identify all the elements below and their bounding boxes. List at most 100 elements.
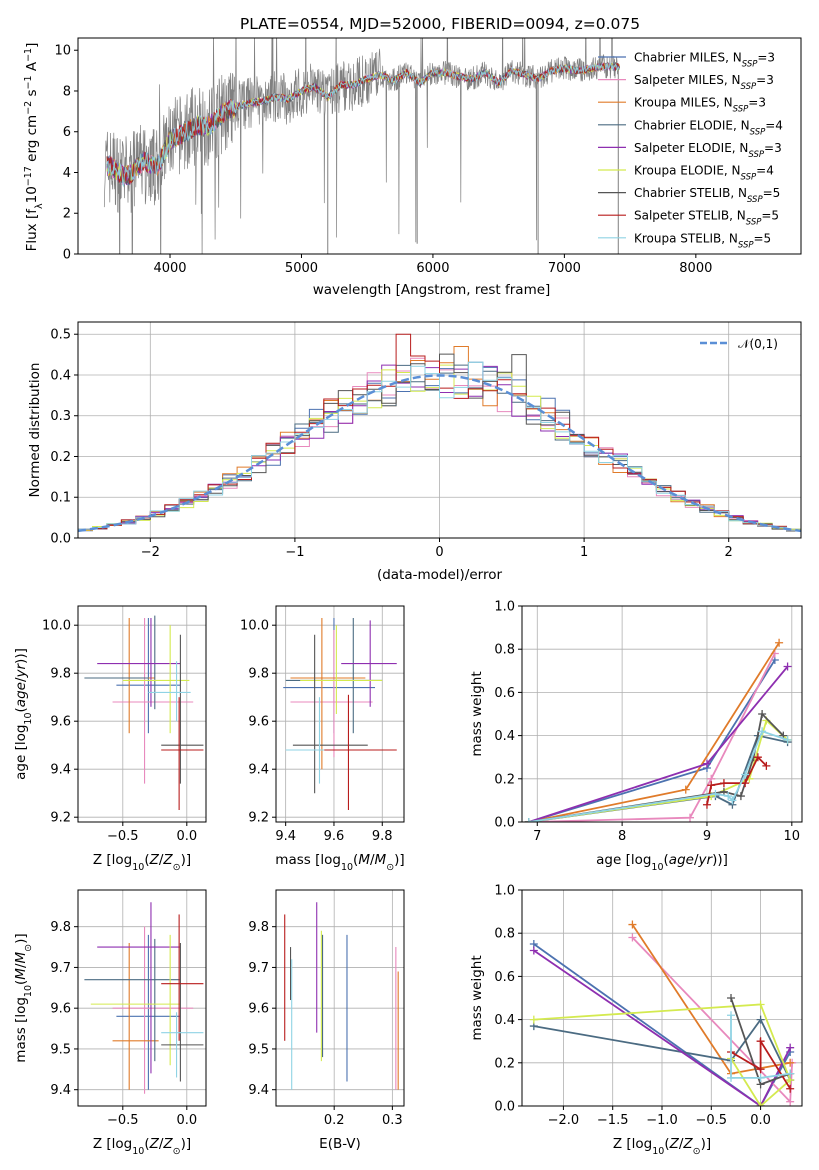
plot-area bbox=[78, 333, 801, 533]
legend-label: Kroupa ELODIE, NSSP=4 bbox=[634, 164, 774, 183]
legend-label: 𝒩(0,1) bbox=[738, 337, 778, 351]
legend-label: Salpeter MILES, NSSP=3 bbox=[634, 73, 774, 92]
y-tick-label: 0.6 bbox=[494, 970, 515, 985]
y-tick-label: 9.8 bbox=[248, 920, 269, 935]
x-tick-label: 7000 bbox=[548, 261, 581, 276]
mass-weight-marker bbox=[758, 727, 767, 736]
x-tick-label: 6000 bbox=[416, 261, 449, 276]
y-tick-label: 1.0 bbox=[494, 600, 515, 615]
x-axis-label: mass [log10(M/M⊙)] bbox=[275, 852, 404, 873]
x-tick-label: 7 bbox=[533, 829, 541, 844]
x-axis-label: Z [log10(Z/Z⊙)] bbox=[93, 1136, 191, 1157]
plot-area bbox=[284, 902, 399, 1090]
x-tick-label: 10 bbox=[784, 829, 801, 844]
x-tick-label: 0 bbox=[435, 545, 443, 560]
y-tick-label: 9.4 bbox=[248, 763, 269, 778]
y-tick-label: 9.6 bbox=[248, 715, 269, 730]
x-tick-label: −1.5 bbox=[597, 1113, 629, 1128]
x-tick-label: 8000 bbox=[679, 261, 712, 276]
y-tick-label: 4 bbox=[63, 166, 71, 181]
mass-weight-marker bbox=[756, 1102, 765, 1106]
mass-weight-marker bbox=[783, 735, 792, 744]
x-tick-label: 9.8 bbox=[372, 829, 393, 844]
plot-area bbox=[84, 615, 204, 810]
normal-distribution-curve bbox=[78, 374, 801, 533]
y-tick-label: 9.8 bbox=[248, 667, 269, 682]
y-axis-label: mass weight bbox=[469, 671, 485, 756]
axes-frame bbox=[521, 605, 803, 823]
legend: Chabrier MILES, NSSP=3 Salpeter MILES, NS… bbox=[598, 51, 783, 250]
residual-histogram-panel: −2 −1 0 1 2 0.0 0.1 0.2 0.3 0.4 0.5 (data-model)/er… bbox=[27, 321, 802, 583]
mass-weight-line bbox=[533, 943, 791, 1106]
y-tick-label: 0.4 bbox=[50, 368, 71, 383]
y-tick-label: 0.0 bbox=[50, 532, 71, 547]
y-tick-label: 6 bbox=[63, 125, 71, 140]
y-tick-label: 0.2 bbox=[494, 772, 515, 787]
plot-area bbox=[84, 902, 204, 1094]
mass-weight-vs-age-panel: 7 8 9 10 0.0 0.2 0.4 0.6 0.8 1.0 age [log10(age/yr… bbox=[469, 600, 803, 873]
mass-vs-extinction-panel: 0.2 0.3 9.4 9.5 9.6 9.7 9.8 E(B-V) bbox=[248, 889, 405, 1152]
mass-weight-marker bbox=[786, 1097, 795, 1106]
mass-weight-marker bbox=[702, 759, 711, 768]
mass-weight-marker bbox=[753, 753, 762, 762]
age-vs-metallicity-panel: −0.5 0.0 9.2 9.4 9.6 9.8 10.0 Z [log10(Z/Z⊙)] ag… bbox=[13, 605, 207, 873]
histogram-step-line bbox=[78, 361, 801, 533]
mass-weight-marker bbox=[741, 779, 750, 788]
plot-area bbox=[524, 638, 792, 822]
mass-weight-marker bbox=[628, 920, 637, 929]
y-tick-label: 9.7 bbox=[50, 961, 71, 976]
x-tick-label: −0.5 bbox=[696, 1113, 728, 1128]
axes-frame bbox=[275, 889, 405, 1107]
y-tick-label: 9.4 bbox=[248, 1083, 269, 1098]
mass-weight-line bbox=[730, 1015, 791, 1079]
y-axis-label: mass [log10(M/M⊙)] bbox=[13, 933, 34, 1062]
x-tick-label: 0.3 bbox=[382, 1113, 403, 1128]
axes-frame bbox=[275, 605, 405, 823]
mass-weight-marker bbox=[727, 1011, 736, 1020]
y-axis-label: mass weight bbox=[469, 955, 485, 1040]
y-tick-label: 0.2 bbox=[494, 1056, 515, 1071]
y-axis-label: Normed distribution bbox=[27, 363, 43, 498]
x-axis-label: Z [log10(Z/Z⊙)] bbox=[93, 852, 191, 873]
y-tick-label: 0.1 bbox=[50, 491, 71, 506]
mass-weight-line bbox=[706, 755, 768, 805]
y-axis-label: Flux [fλ10−17 erg cm−2 s−1 A−1] bbox=[23, 43, 45, 252]
y-tick-label: 9.7 bbox=[248, 961, 269, 976]
legend-label: Kroupa MILES, NSSP=3 bbox=[634, 96, 766, 115]
figure-title: PLATE=0554, MJD=52000, FIBERID=0094, z=0… bbox=[240, 15, 640, 33]
spectrum-panel: 4000 5000 6000 7000 8000 0 2 4 6 8 10 wavelength [A… bbox=[23, 37, 802, 298]
x-tick-label: 9.6 bbox=[324, 829, 345, 844]
legend-label: Chabrier ELODIE, NSSP=4 bbox=[634, 118, 783, 137]
mass-weight-marker bbox=[724, 792, 733, 801]
mass-weight-marker bbox=[727, 1073, 736, 1082]
x-tick-label: 0.0 bbox=[176, 1113, 197, 1128]
y-tick-label: 0.0 bbox=[494, 1100, 515, 1115]
plot-area bbox=[529, 920, 797, 1106]
mass-weight-marker bbox=[783, 662, 792, 671]
x-tick-label: −1 bbox=[285, 545, 304, 560]
mass-weight-marker bbox=[681, 785, 690, 794]
y-tick-label: 0.4 bbox=[494, 729, 515, 744]
axes-frame bbox=[77, 605, 207, 823]
mass-weight-marker bbox=[756, 1073, 765, 1082]
mass-weight-line bbox=[533, 949, 792, 1106]
y-tick-label: 0.8 bbox=[494, 643, 515, 658]
y-tick-label: 8 bbox=[63, 84, 71, 99]
y-tick-label: 0.2 bbox=[50, 450, 71, 465]
mass-weight-marker bbox=[529, 1015, 538, 1024]
y-tick-label: 9.8 bbox=[50, 920, 71, 935]
mass-weight-marker bbox=[786, 1043, 795, 1052]
mass-weight-marker bbox=[741, 770, 750, 779]
model-spectrum-line bbox=[106, 62, 621, 188]
y-tick-label: 9.4 bbox=[50, 763, 71, 778]
y-tick-label: 9.2 bbox=[50, 811, 71, 826]
y-tick-label: 9.6 bbox=[248, 1002, 269, 1017]
mass-weight-marker bbox=[762, 761, 771, 770]
x-axis-label: (data-model)/error bbox=[377, 567, 503, 583]
axes-frame bbox=[77, 37, 802, 255]
x-tick-label: 0.2 bbox=[324, 1113, 345, 1128]
mass-weight-marker bbox=[728, 796, 737, 805]
y-tick-label: 9.6 bbox=[50, 715, 71, 730]
y-tick-label: 9.8 bbox=[50, 667, 71, 682]
mass-weight-marker bbox=[686, 813, 694, 822]
